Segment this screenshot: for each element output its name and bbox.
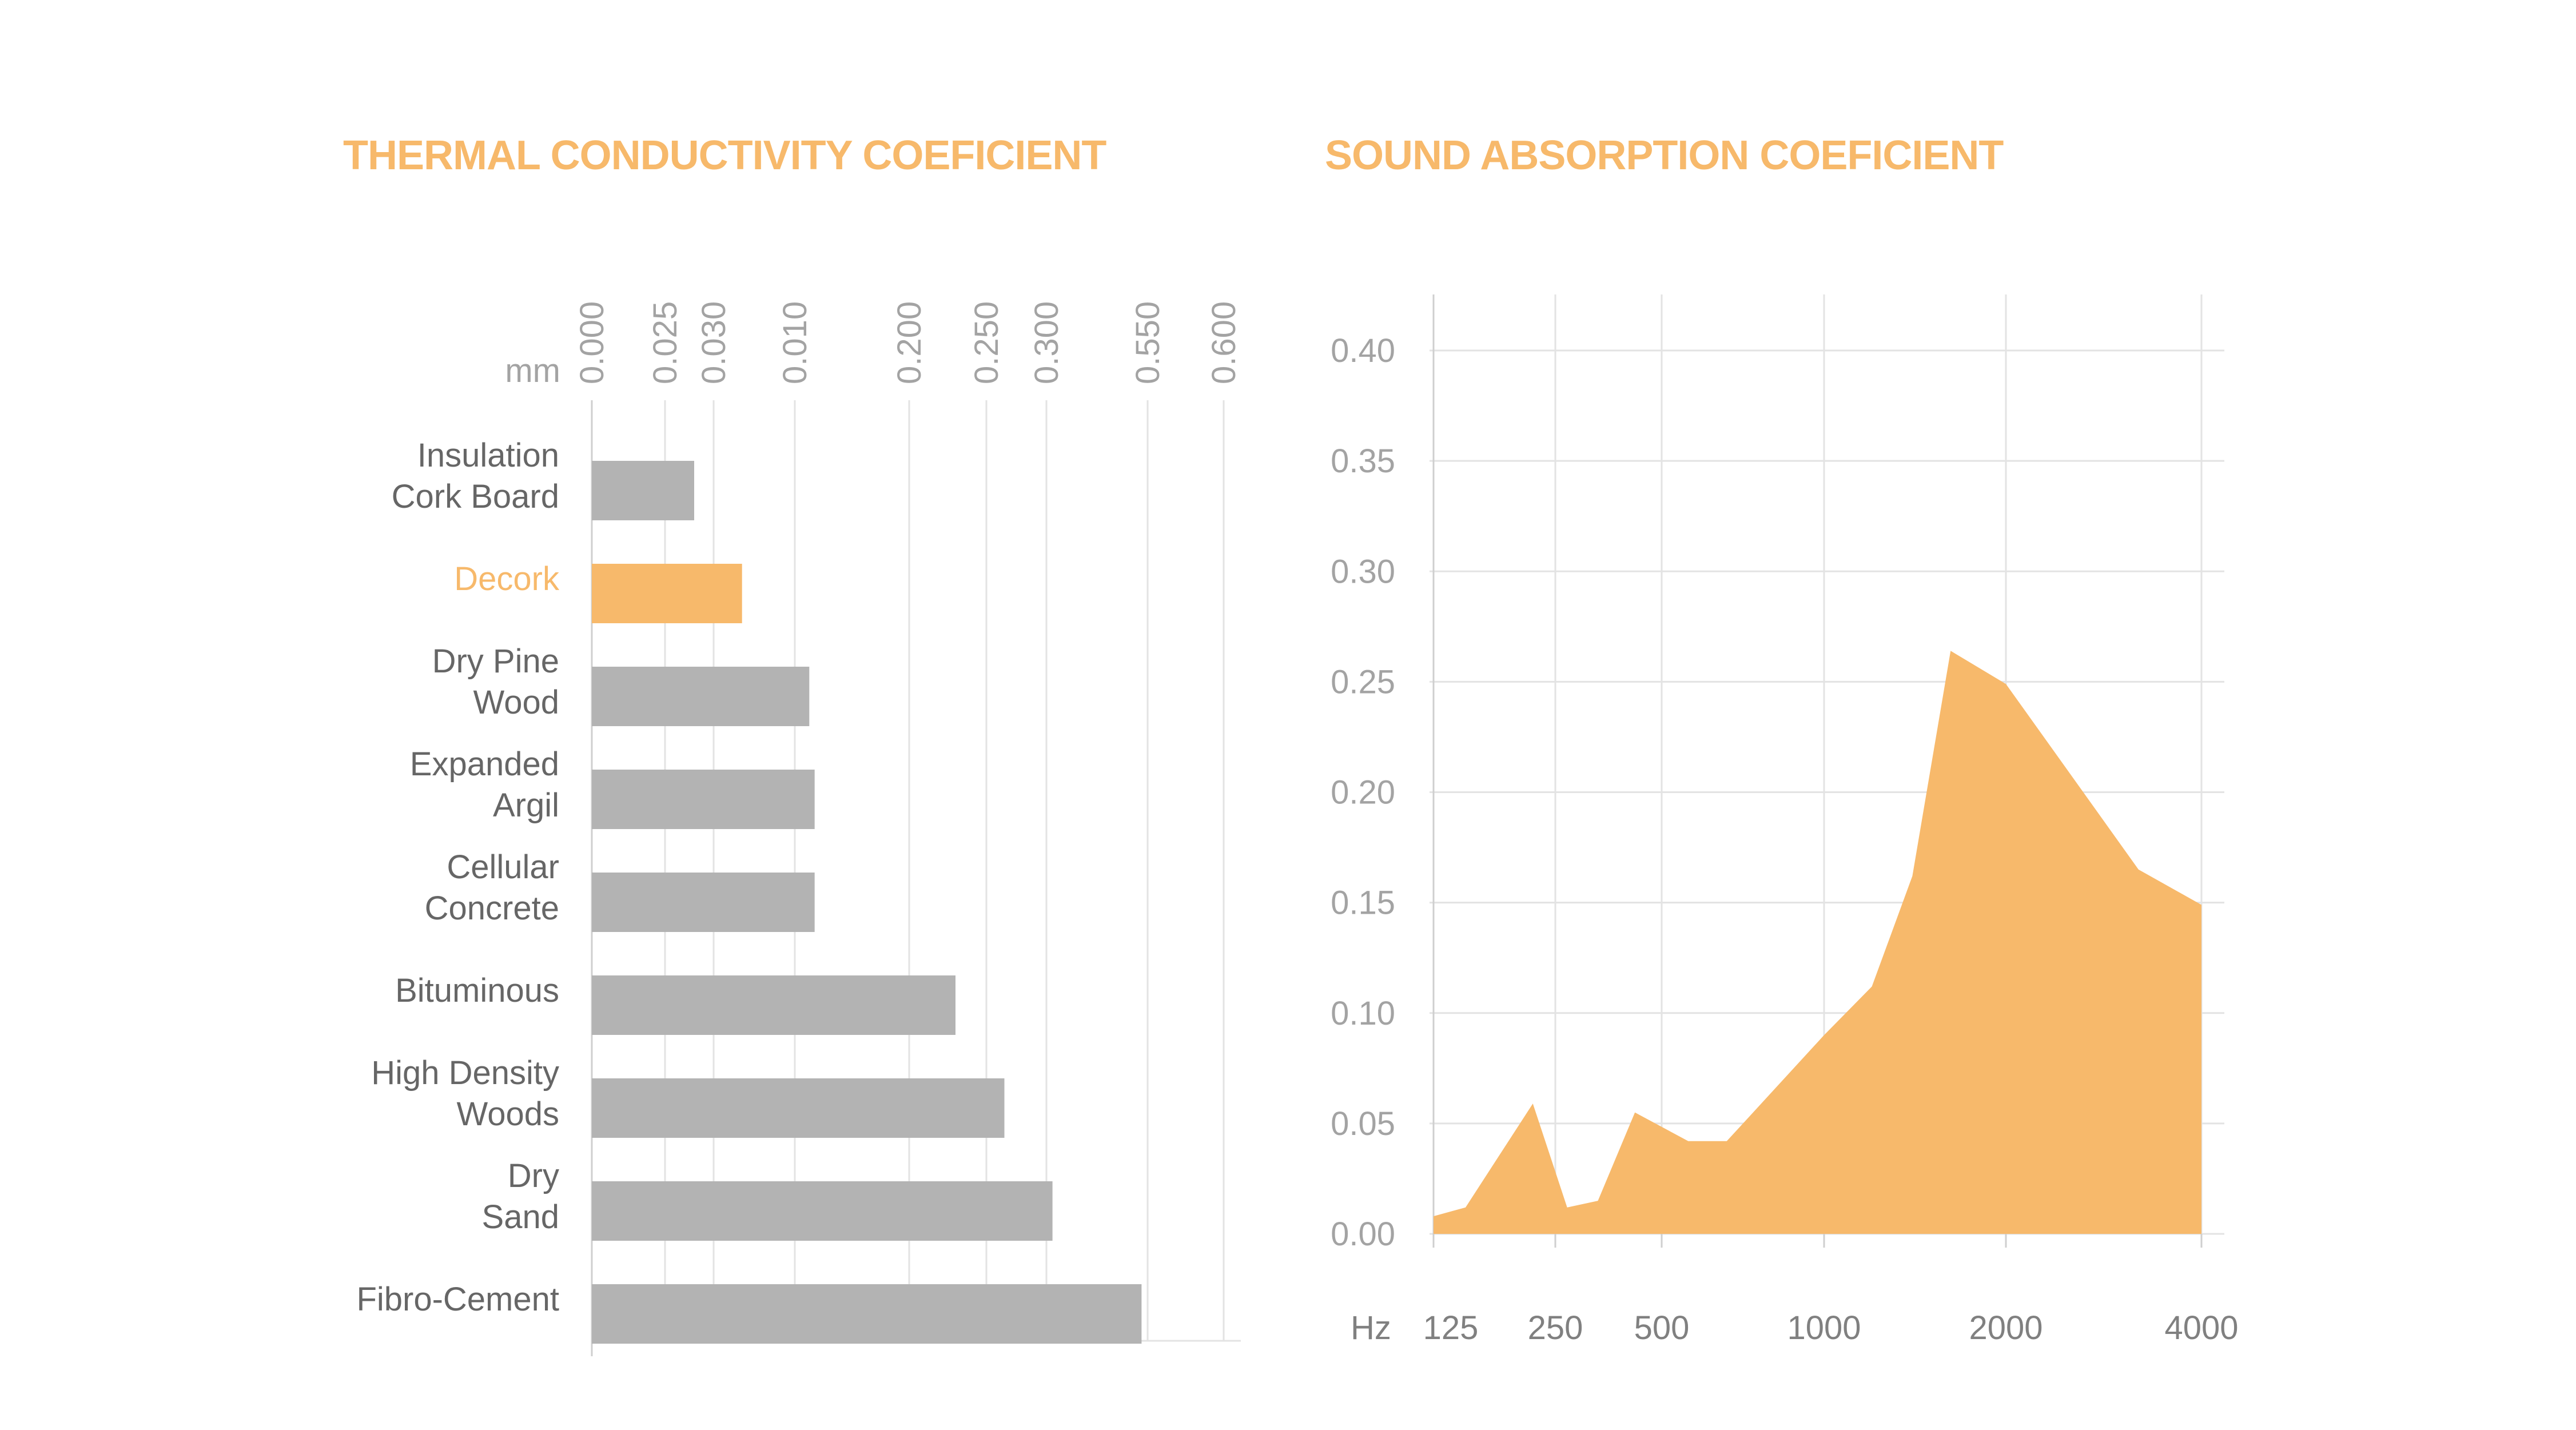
thermal-category-label: Dry [508,1157,559,1194]
thermal-category-label: Decork [454,560,560,598]
thermal-tick-label: 0.600 [1205,301,1243,384]
thermal-bar [592,461,694,520]
thermal-tick-label: 0.300 [1028,301,1065,384]
thermal-category-label: Insulation [417,437,559,474]
thermal-category-label: High Density [371,1054,559,1092]
thermal-category-labels: Insulation Cork Board Decork Dry Pine Wood Ex… [356,437,560,1318]
sound-area [1434,651,2201,1234]
sound-chart-title: SOUND ABSORPTION COEFICIENT [1325,133,2004,178]
sound-x-tick-labels: 125 250 500 1000 2000 4000 [1423,1309,2239,1347]
thermal-unit-label: mm [505,352,560,389]
sound-x-tick-label: 2000 [1969,1309,2043,1347]
thermal-bar [592,1181,1053,1241]
sound-absorption-area [1434,651,2201,1234]
sound-x-tick-label: 4000 [2164,1309,2238,1347]
sound-x-tick-label: 1000 [1787,1309,1861,1347]
thermal-category-label: Woods [457,1096,559,1133]
thermal-category-label: Argil [493,787,559,824]
thermal-category-label: Dry Pine [432,643,559,680]
sound-y-tick-label: 0.35 [1331,443,1395,480]
sound-y-tick-label: 0.15 [1331,885,1395,922]
sound-y-tick-label: 0.20 [1331,774,1395,811]
sound-x-tick-label: 125 [1423,1309,1479,1347]
thermal-tick-label: 0.010 [777,301,814,384]
thermal-bar [592,1284,1142,1344]
thermal-tick-label: 0.000 [574,301,611,384]
thermal-bar [592,564,742,623]
thermal-category-label: Sand [482,1198,559,1236]
thermal-category-label: Expanded [410,746,559,783]
thermal-bar [592,1078,1005,1138]
sound-y-tick-label: 0.10 [1331,995,1395,1032]
thermal-category-label: Wood [473,684,559,721]
thermal-bar [592,873,815,932]
thermal-tick-label: 0.030 [695,301,732,384]
thermal-tick-label: 0.025 [647,301,684,384]
thermal-category-label: Bituminous [395,972,559,1009]
sound-x-axis-label: Hz [1351,1309,1391,1347]
thermal-category-label: Fibro-Cement [356,1281,559,1318]
thermal-bar [592,667,810,726]
thermal-tick-labels: 0.000 0.025 0.030 0.010 0.200 0.250 0.300 0.550… [574,301,1243,384]
sound-x-tick-label: 500 [1634,1309,1690,1347]
sound-y-tick-label: 0.25 [1331,663,1395,700]
sound-y-tick-label: 0.05 [1331,1105,1395,1142]
sound-y-tick-labels: 0.40 0.35 0.30 0.25 0.20 0.15 0.10 0.05 0.00 [1331,332,1395,1253]
thermal-chart-title: THERMAL CONDUCTIVITY COEFICIENT [343,133,1106,178]
thermal-bars [592,461,1142,1344]
sound-x-tick-label: 250 [1528,1309,1583,1347]
thermal-tick-label: 0.250 [968,301,1005,384]
thermal-category-label: Concrete [425,890,559,927]
thermal-tick-label: 0.200 [891,301,928,384]
thermal-bar [592,975,955,1035]
sound-y-tick-label: 0.40 [1331,332,1395,369]
sound-y-tick-label: 0.00 [1331,1216,1395,1253]
sound-y-tick-label: 0.30 [1331,553,1395,590]
thermal-category-label: Cork Board [392,478,559,515]
thermal-bar [592,770,815,829]
thermal-tick-label: 0.550 [1129,301,1166,384]
thermal-category-label: Cellular [447,849,559,886]
